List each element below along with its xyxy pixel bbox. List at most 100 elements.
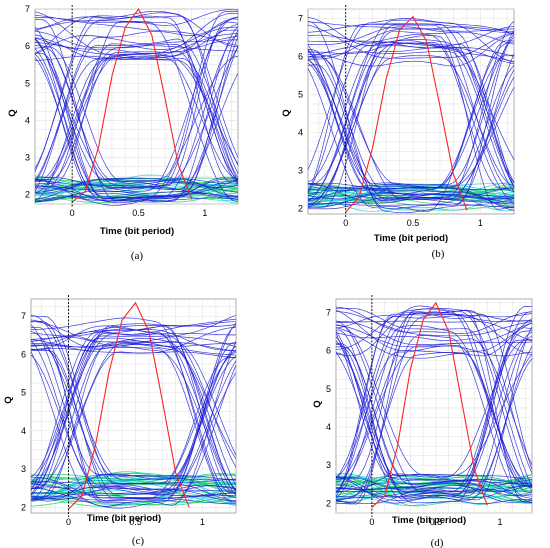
trace-low-cyan [34, 192, 239, 200]
trace-blue [30, 335, 237, 500]
trace-blue [34, 11, 238, 193]
trace-blue [30, 345, 237, 496]
trace-low-cyan [307, 192, 515, 212]
trace-blue [34, 15, 239, 183]
y-tick-label: 7 [326, 307, 331, 317]
trace-blue [34, 10, 239, 158]
trace-low-cyan [30, 473, 237, 500]
y-tick-label: 2 [21, 502, 26, 512]
trace-blue [335, 351, 533, 493]
y-axis-title: Q [312, 400, 323, 407]
trace-blue [34, 190, 239, 202]
y-axis-title: Q [7, 109, 18, 116]
y-tick-labels: 2 3 4 5 6 7 [21, 311, 26, 512]
trace-blue [308, 30, 515, 185]
x-axis-title: Time (bit period) [87, 513, 161, 524]
trace-blue [31, 328, 237, 347]
y-tick-label: 2 [25, 190, 30, 200]
trace-low-cyan [307, 185, 515, 202]
y-tick-label: 3 [21, 464, 26, 474]
trace-low-cyan [335, 492, 533, 499]
trace-blue [34, 59, 239, 201]
x-tick-label: 1 [478, 218, 483, 228]
trace-blue [335, 313, 533, 493]
trace-blue [307, 48, 515, 200]
trace-blue [307, 41, 515, 183]
trace-blue [34, 21, 239, 187]
trace-blue [307, 40, 515, 188]
trace-blue [30, 315, 237, 485]
panel-caption: (c) [132, 535, 145, 547]
x-tick-labels: 0 0.5 1 [369, 517, 502, 527]
red-pulse-line [68, 301, 190, 510]
trace-blue [30, 314, 237, 347]
red-pulse-line [345, 15, 468, 213]
x-tick-label: 0 [369, 517, 374, 527]
trace-blue [335, 309, 533, 353]
trace-blue [34, 12, 239, 48]
trace-blue [34, 16, 239, 192]
trace-blue [307, 59, 515, 208]
trace-blue [335, 324, 533, 488]
trace-blue [34, 37, 239, 183]
trace-blue [335, 329, 533, 488]
trace-blue [34, 52, 239, 203]
trace-blue [307, 23, 515, 34]
panel-caption: (d) [431, 537, 444, 548]
red-pulse-trace [71, 7, 193, 203]
trace-blue [34, 11, 239, 174]
trace-blue [307, 58, 515, 205]
red-pulse-trace [371, 301, 488, 508]
y-tick-label: 4 [21, 426, 26, 436]
trace-blue [307, 21, 515, 214]
trace-blue [307, 40, 515, 189]
trace-blue [30, 315, 237, 481]
trace-blue [307, 26, 515, 188]
y-axis-title: Q [3, 396, 14, 403]
trace-blue [335, 335, 533, 505]
trace-blue [307, 86, 515, 199]
trace-blue [34, 179, 239, 200]
panel-caption: (b) [432, 248, 445, 260]
eye-traces [34, 9, 239, 206]
trace-blue [335, 310, 533, 479]
trace-blue [307, 193, 515, 208]
trace-blue [307, 19, 515, 201]
trace-blue [335, 320, 533, 342]
trace-blue [30, 337, 237, 490]
red-pulse-trace [68, 301, 190, 510]
x-tick-labels: 0 0.5 1 [343, 218, 483, 228]
red-pulse-line [371, 301, 488, 508]
trace-blue [34, 37, 239, 185]
trace-blue [307, 34, 515, 160]
y-tick-label: 7 [25, 4, 30, 14]
x-tick-label: 0.5 [430, 517, 443, 527]
trace-blue [307, 49, 515, 190]
x-tick-labels: 0 0.5 1 [70, 208, 208, 218]
trace-blue [30, 331, 237, 491]
trace-low-cyan [335, 491, 533, 504]
trace-low-green [31, 471, 237, 480]
trace-low-cyan [30, 477, 237, 486]
y-tick-label: 2 [298, 203, 303, 213]
trace-blue [30, 485, 237, 500]
trace-blue [34, 14, 239, 46]
trace-blue [34, 30, 239, 52]
y-tick-label: 7 [21, 311, 26, 321]
trace-low-cyan [307, 188, 515, 202]
trace-blue [30, 321, 237, 481]
x-tick-label: 1 [200, 517, 205, 527]
trace-blue [335, 332, 533, 465]
trace-blue [30, 340, 237, 492]
trace-low-green [30, 473, 237, 486]
trace-low-green [335, 487, 533, 502]
trace-blue [335, 309, 533, 503]
x-axis-title: Time (bit period) [374, 233, 448, 244]
x-tick-label: 0.5 [407, 218, 420, 228]
trace-blue [307, 24, 515, 59]
